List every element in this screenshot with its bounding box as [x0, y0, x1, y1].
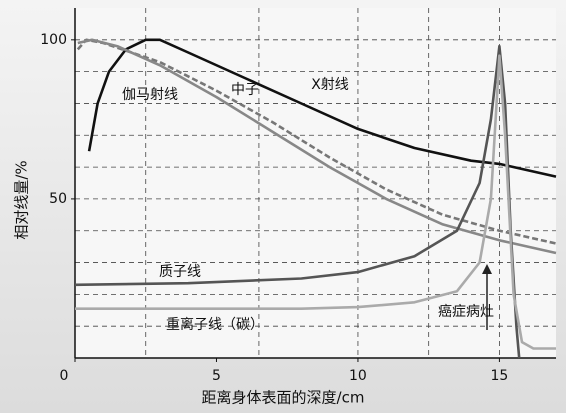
series-label: 重离子线（碳）	[166, 316, 264, 333]
annotation: 癌症病灶	[438, 304, 494, 320]
y-tick-label: 50	[49, 191, 67, 207]
x-tick-label: 15	[490, 368, 508, 384]
plot-area	[75, 8, 556, 358]
y-tick-label: 100	[40, 32, 67, 48]
series-line	[75, 54, 556, 350]
series-label: X射线	[311, 77, 349, 93]
series-line	[87, 38, 557, 178]
series-label: 质子线	[159, 264, 201, 280]
series-label: 伽马射线	[122, 87, 178, 103]
series-label: 中子	[231, 82, 259, 98]
x-tick-label: 5	[212, 368, 221, 384]
x-axis-label: 距离身体表面的深度/cm	[202, 389, 365, 407]
series-line	[76, 38, 557, 245]
arrow-head	[482, 264, 492, 274]
series-line	[77, 38, 557, 255]
x-tick-label: 0	[60, 368, 69, 384]
x-tick-label: 10	[349, 368, 367, 384]
y-axis-label: 相对线量/%	[13, 160, 31, 239]
